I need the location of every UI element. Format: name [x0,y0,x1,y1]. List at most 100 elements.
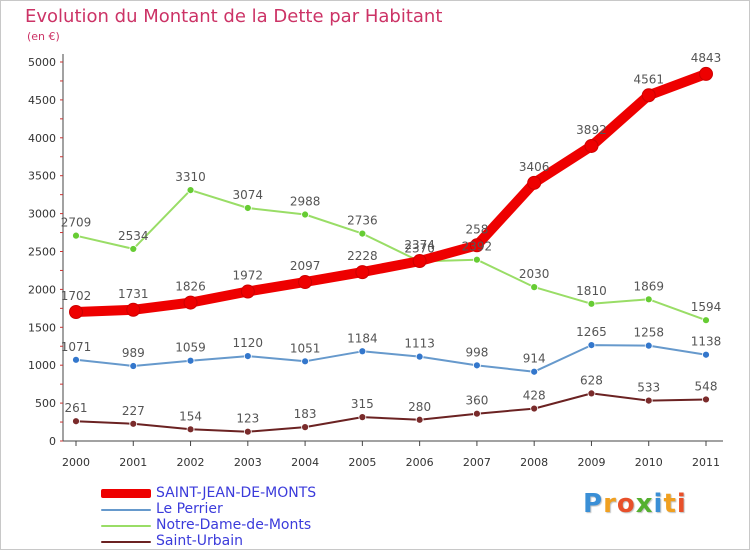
data-point [72,355,80,364]
data-point [243,204,252,212]
data-label: 2988 [290,195,321,209]
y-tick-label: 4500 [28,94,56,107]
series-line [75,189,707,322]
legend-item-saint-urbain[interactable]: Saint-Urbain [101,533,401,549]
data-label: 227 [122,404,145,418]
y-tick-label: 3500 [28,170,56,183]
x-tick-label: 2003 [234,456,262,469]
data-point [587,341,596,350]
data-point [240,284,255,299]
data-point [469,238,484,253]
legend-label: Notre-Dame-de-Monts [156,517,312,533]
legend-item-le-perrier[interactable]: Le Perrier [101,501,401,518]
data-label: 989 [122,346,145,360]
data-label: 2228 [347,249,378,263]
chart-legend: SAINT-JEAN-DE-MONTS Le Perrier Notre-Dam… [101,485,401,549]
data-label: 2370 [404,241,435,255]
data-point [186,356,195,365]
data-point [412,254,427,269]
logo-letter: o [616,489,636,519]
data-label: 123 [236,412,259,426]
data-point [473,361,481,370]
data-label: 2736 [347,214,378,228]
logo-letter: P [583,489,604,519]
data-point [186,425,195,434]
data-label: 183 [294,407,317,421]
data-point [530,404,539,413]
legend-swatch [101,525,151,527]
data-point [243,427,252,436]
y-tick-label: 5000 [28,56,56,69]
data-label: 2392 [462,240,493,254]
data-label: 1869 [633,279,664,293]
data-label: 2534 [118,229,149,243]
legend-swatch [101,541,151,543]
logo-letter: i [676,489,687,519]
line-chart: 0 500 1000 1500 2000 2500 3000 3500 4000 4500 5000… [28,51,723,469]
data-point [644,341,653,350]
x-tick-label: 2009 [577,456,605,469]
data-point [298,275,313,290]
x-tick-label: 2011 [692,456,720,469]
data-point [72,417,80,426]
data-point [699,66,713,81]
data-point [702,395,710,404]
x-tick-label: 2002 [177,456,205,469]
x-tick-label: 2010 [635,456,663,469]
logo-letter: i [653,489,664,519]
data-label: 1071 [61,340,92,354]
y-tick-label: 4000 [28,132,56,145]
data-point [129,419,138,428]
data-point [72,231,80,240]
data-point [301,357,309,366]
data-point [301,210,309,219]
data-label: 2374 [404,238,435,252]
data-point [301,423,309,432]
data-label: 1138 [691,335,722,349]
data-label: 258 [465,222,488,236]
data-label: 533 [637,381,660,395]
data-label: 315 [351,397,374,411]
data-label: 154 [179,409,202,423]
data-point [415,415,424,424]
series-line [75,344,707,373]
data-point [530,283,539,292]
data-label: 1702 [61,289,92,303]
logo-letter: t [663,489,677,519]
data-point [243,352,252,361]
data-label: 1826 [175,280,206,294]
data-label: 914 [523,352,546,366]
y-tick-label: 2000 [28,283,56,296]
x-tick-label: 2001 [119,456,147,469]
y-tick-label: 0 [49,435,56,448]
data-label: 1810 [576,284,607,298]
data-point [641,88,656,103]
logo-letter: x [635,489,654,519]
data-point [587,299,596,308]
data-label: 4561 [633,72,664,86]
data-point [69,304,83,319]
data-point [358,347,367,356]
data-label: 1594 [691,300,722,314]
data-label: 280 [408,400,431,414]
legend-item-saint-jean-de-monts[interactable]: SAINT-JEAN-DE-MONTS [101,485,401,502]
x-tick-label: 2006 [406,456,434,469]
data-label: 1731 [118,287,149,301]
data-point [527,175,542,190]
y-tick-label: 3000 [28,208,56,221]
logo-letter: r [603,489,617,519]
chart-title: Evolution du Montant de la Dette par Hab… [25,6,443,27]
data-label: 261 [65,401,88,415]
data-label: 3074 [233,188,264,202]
legend-item-notre-dame-de-monts[interactable]: Notre-Dame-de-Monts [101,517,401,534]
legend-label: Le Perrier [156,501,223,517]
legend-swatch [101,509,151,511]
y-tick-label: 1000 [28,359,56,372]
data-point [355,265,370,280]
data-label: 1184 [347,331,378,345]
data-point [584,138,599,153]
data-point [702,316,710,325]
data-point [415,352,424,361]
data-label: 1258 [633,326,664,340]
chart-subtitle: (en €) [27,30,60,43]
